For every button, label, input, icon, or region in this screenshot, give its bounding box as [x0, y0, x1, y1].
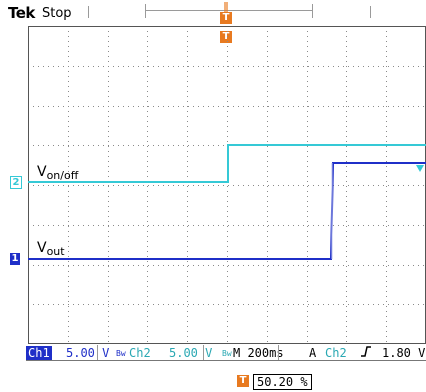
status-sep-1 [97, 345, 98, 360]
ch1-label: Vout [37, 240, 65, 258]
trigger-source[interactable]: Ch2 [325, 346, 347, 360]
trigger-position-icon: T [237, 375, 249, 387]
ch2-label: Von/off [37, 164, 79, 182]
ch2-trigger-level-icon [416, 165, 424, 172]
acquisition-mode: A [309, 346, 317, 360]
trigger-position-readout[interactable]: 50.20 % [253, 374, 312, 390]
trigger-marker-icon[interactable]: T [220, 31, 232, 43]
timebase[interactable]: M 200ms [233, 346, 284, 360]
acquisition-state: Stop [42, 6, 72, 21]
scope-screen [28, 26, 426, 344]
graticule [28, 26, 426, 344]
header-divider-1 [88, 6, 89, 18]
record-bar [145, 10, 313, 11]
ch1-tag[interactable]: Ch1 [26, 346, 52, 360]
trigger-position-icon-header: T [220, 12, 232, 24]
record-bar-right-bracket [312, 4, 313, 18]
ch1-bandwidth-icon: Bw [116, 349, 126, 358]
status-bar: Ch1 5.00 V Bw Ch2 5.00 V Bw M 200ms A Ch… [26, 345, 426, 360]
header-divider-2 [370, 6, 371, 18]
status-divider [26, 360, 426, 361]
ch1-ground-marker-icon[interactable]: 1 [10, 253, 20, 265]
trigger-level[interactable]: 1.80 V [382, 346, 426, 360]
ch2-bandwidth-icon: Bw [222, 349, 232, 358]
ch2-tag[interactable]: Ch2 [129, 346, 151, 360]
status-sep-3 [278, 345, 279, 360]
ch2-ground-marker-icon[interactable]: 2 [10, 176, 22, 189]
ch2-waveform [28, 144, 426, 183]
record-bar-left-bracket [145, 4, 146, 18]
ch1-scale[interactable]: 5.00 V [66, 346, 110, 360]
rising-edge-icon[interactable] [360, 345, 372, 361]
brand-logo: Tek [8, 4, 35, 22]
status-sep-2 [203, 345, 204, 360]
ch2-scale[interactable]: 5.00 V [169, 346, 213, 360]
record-window-marker [224, 2, 228, 20]
